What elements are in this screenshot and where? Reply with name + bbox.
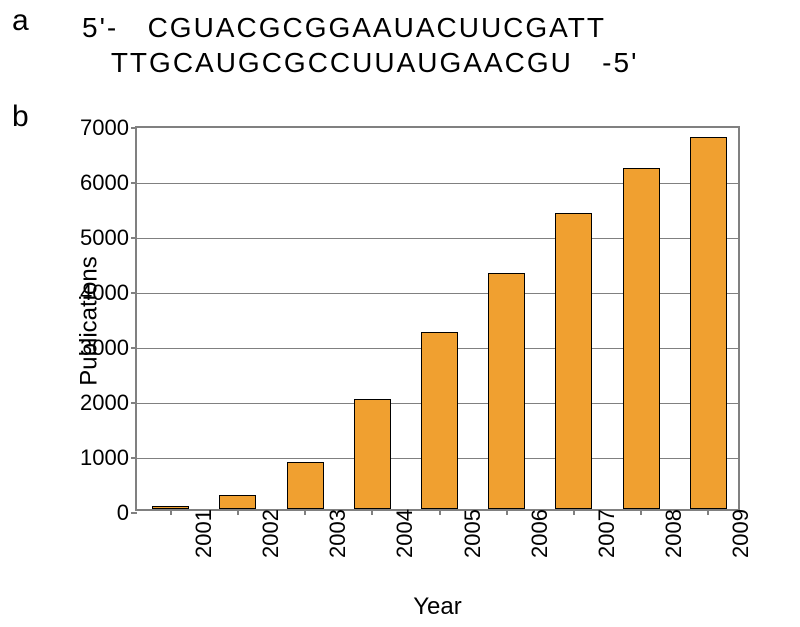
x-axis-title: Year (135, 593, 740, 621)
ytick-label: 6000 (67, 170, 137, 196)
bar (488, 273, 525, 510)
xtick-label: 2004 (382, 509, 418, 558)
xtick-mark (506, 509, 508, 515)
bar (421, 332, 458, 509)
xtick-label: 2003 (315, 509, 351, 558)
xtick-label: 2002 (248, 509, 284, 558)
bar (623, 168, 660, 509)
bar (219, 495, 256, 509)
xtick-mark (371, 509, 373, 515)
xtick-mark (573, 509, 575, 515)
sequence-top: 5'- CGUACGCGGAAUACUUCGATT (82, 12, 606, 44)
ytick-label: 1000 (67, 445, 137, 471)
xtick-label: 2006 (517, 509, 553, 558)
xtick-mark (237, 509, 239, 515)
xtick-label: 2007 (584, 509, 620, 558)
ytick-label: 2000 (67, 390, 137, 416)
xtick-mark (640, 509, 642, 515)
ytick-label: 7000 (67, 115, 137, 141)
xtick-label: 2008 (651, 509, 687, 558)
plot-area: 0100020003000400050006000700020012002200… (135, 126, 740, 511)
ytick-label: 5000 (67, 225, 137, 251)
xtick-mark (304, 509, 306, 515)
y-axis-title: Publications (76, 256, 104, 385)
xtick-label: 2009 (718, 509, 754, 558)
xtick-mark (707, 509, 709, 515)
bar (354, 399, 391, 509)
ytick-label: 0 (67, 500, 137, 526)
xtick-mark (439, 509, 441, 515)
bar (555, 213, 592, 509)
bar (690, 137, 727, 509)
sequence-bottom: TTGCAUGCGCCUUAUGAACGU -5' (82, 47, 638, 79)
xtick-mark (170, 509, 172, 515)
panel-b-label: b (12, 100, 29, 134)
bar (287, 462, 324, 509)
panel-a-label: a (12, 4, 29, 38)
xtick-label: 2001 (181, 509, 217, 558)
xtick-label: 2005 (450, 509, 486, 558)
